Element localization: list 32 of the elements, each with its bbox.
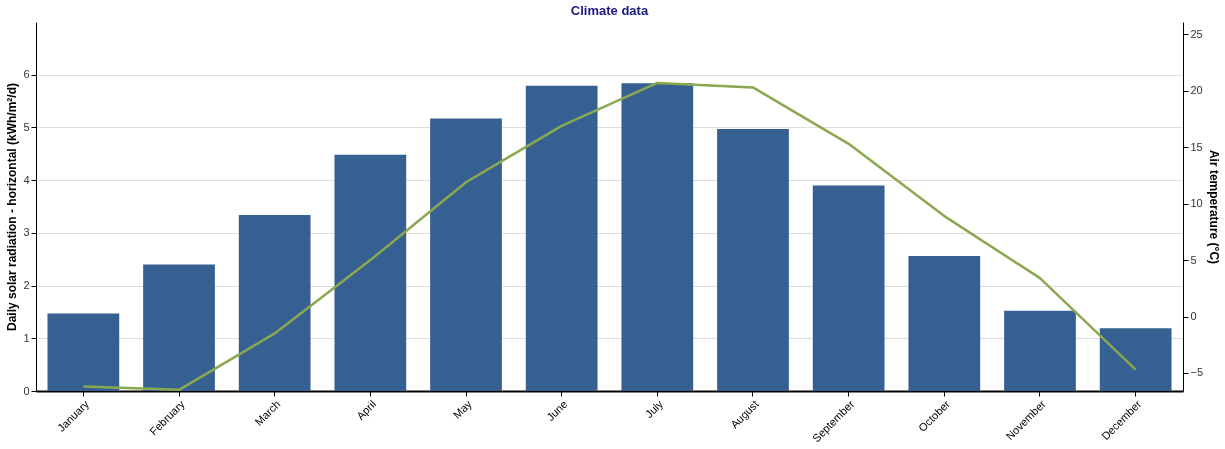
y2-tick-label: 15 xyxy=(1190,140,1203,153)
bar xyxy=(238,214,311,391)
bar xyxy=(908,256,981,391)
y2-tick-label: 10 xyxy=(1190,197,1203,210)
bar xyxy=(430,118,502,391)
y-axis-title: Daily solar radiation - horizontal (kWh/m²/d) xyxy=(5,82,20,332)
bar xyxy=(717,129,789,391)
x-tick-label: May xyxy=(450,397,475,421)
bar xyxy=(1004,310,1076,391)
y2-axis-title: Air temperature (°C) xyxy=(1207,149,1222,265)
y-tick-label: 3 xyxy=(23,226,30,239)
y-tick-label: 4 xyxy=(23,173,30,186)
y2-tick-label: 0 xyxy=(1190,310,1197,323)
y-tick-label: 5 xyxy=(23,120,30,133)
chart-title: Climate data xyxy=(570,3,649,18)
y2-tick-label: 20 xyxy=(1190,84,1203,97)
y-tick-label: 0 xyxy=(23,384,30,397)
bar xyxy=(525,85,598,391)
x-tick-label: July xyxy=(642,397,666,421)
y2-tick-label: 5 xyxy=(1190,253,1197,266)
y2-tick-label: −5 xyxy=(1190,366,1204,379)
y-tick-label: 2 xyxy=(23,279,30,292)
bar xyxy=(1099,328,1172,391)
bar xyxy=(47,313,120,391)
y-tick-label: 6 xyxy=(23,68,30,81)
y2-tick-label: 25 xyxy=(1190,27,1203,40)
bar xyxy=(812,185,885,391)
y-tick-label: 1 xyxy=(23,331,30,344)
bar xyxy=(143,264,215,391)
line-series xyxy=(82,81,1137,392)
bar xyxy=(334,154,407,391)
bar xyxy=(621,83,694,391)
